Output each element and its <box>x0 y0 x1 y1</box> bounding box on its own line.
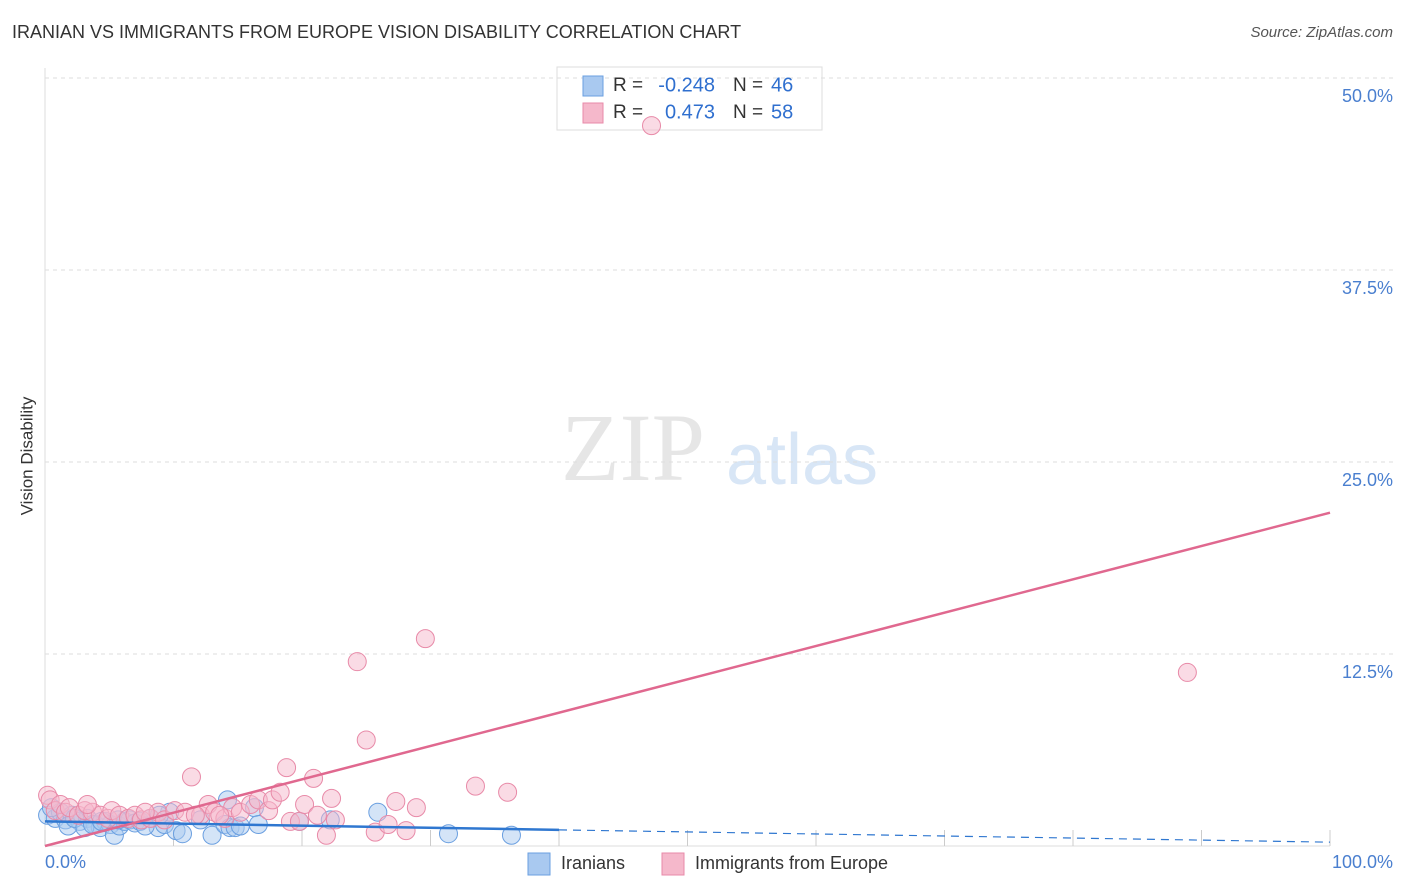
point <box>202 825 222 845</box>
y-tick-label: 37.5% <box>1342 278 1393 298</box>
trend-line <box>44 511 1331 848</box>
y-tick-label: 50.0% <box>1342 86 1393 106</box>
watermark: atlas <box>726 420 878 500</box>
legend-swatch <box>582 75 604 97</box>
x-tick-label: 0.0% <box>45 852 86 872</box>
legend-label: Iranians <box>561 853 625 873</box>
point <box>325 810 345 830</box>
legend-label: Immigrants from Europe <box>695 853 888 873</box>
point <box>270 782 290 802</box>
point <box>396 821 416 841</box>
x-tick-label: 100.0% <box>1332 852 1393 872</box>
point <box>277 758 297 778</box>
watermark: ZIP <box>561 394 705 501</box>
point <box>307 805 327 825</box>
point <box>378 814 398 834</box>
stat-label: R = <box>613 75 643 96</box>
stat-value: -0.248 <box>658 74 715 96</box>
point <box>465 776 485 796</box>
point <box>347 652 367 672</box>
point <box>498 782 518 802</box>
stat-value: 0.473 <box>665 101 715 123</box>
point <box>1177 662 1197 682</box>
y-tick-label: 25.0% <box>1342 470 1393 490</box>
point <box>172 824 192 844</box>
point <box>210 805 230 825</box>
y-axis-label: Vision Disability <box>17 396 36 515</box>
point <box>77 795 97 815</box>
stat-label: R = <box>613 102 643 123</box>
point <box>295 795 315 815</box>
point <box>642 116 662 136</box>
point <box>356 730 376 750</box>
source: Source: ZipAtlas.com <box>1250 24 1393 41</box>
stat-value: 46 <box>771 74 793 96</box>
stat-label: N = <box>733 102 763 123</box>
legend-swatch <box>582 102 604 124</box>
chart-title: IRANIAN VS IMMIGRANTS FROM EUROPE VISION… <box>12 22 741 42</box>
point <box>415 629 435 649</box>
point <box>181 767 201 787</box>
legend-swatch <box>527 852 551 876</box>
trend-line <box>558 829 1331 843</box>
point <box>322 788 342 808</box>
point <box>368 802 388 822</box>
y-tick-label: 12.5% <box>1342 662 1393 682</box>
point <box>501 825 521 845</box>
point <box>406 798 426 818</box>
point <box>289 811 309 831</box>
stat-value: 58 <box>771 101 793 123</box>
stat-label: N = <box>733 75 763 96</box>
legend-swatch <box>661 852 685 876</box>
point <box>386 791 406 811</box>
